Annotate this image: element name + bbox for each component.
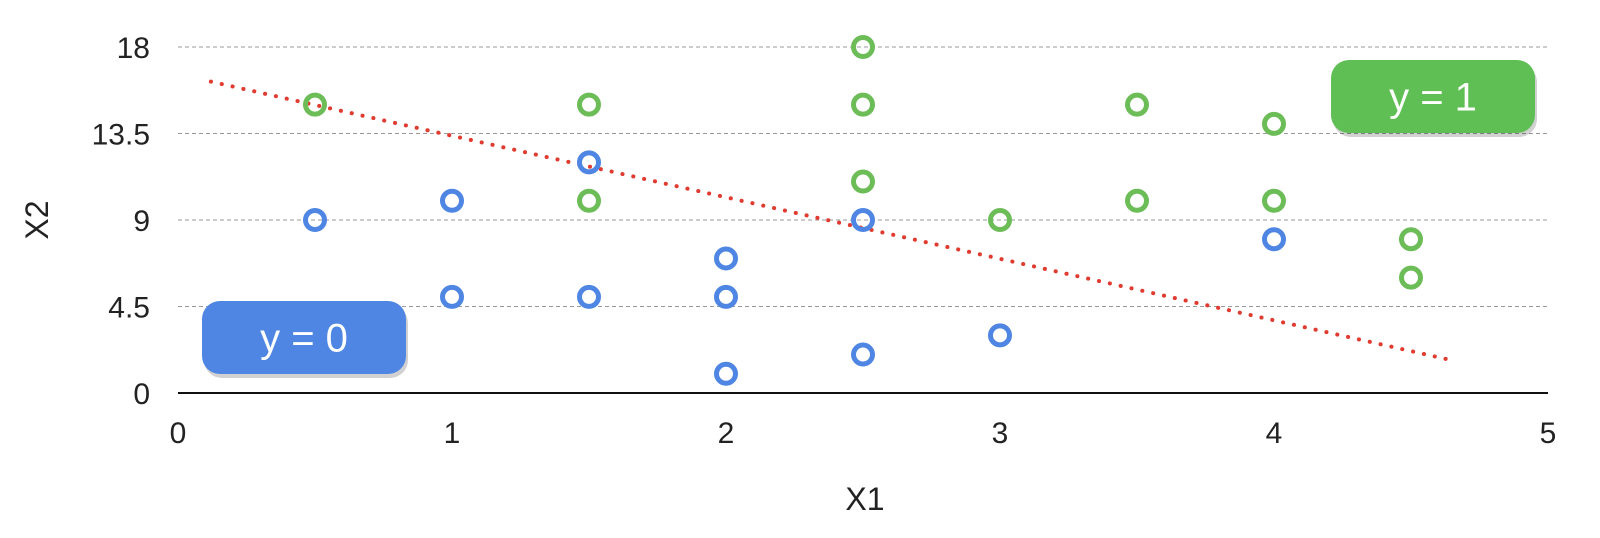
y-tick-label: 9 bbox=[133, 205, 150, 238]
data-point-class-1 bbox=[577, 188, 601, 213]
data-point-class-1 bbox=[303, 92, 327, 117]
data-point-class-1 bbox=[851, 169, 875, 194]
decision-boundary bbox=[208, 79, 1455, 363]
decision-boundary-line bbox=[208, 79, 1455, 363]
data-point-class-0 bbox=[988, 323, 1012, 348]
data-point-class-0 bbox=[1262, 227, 1286, 252]
legend-badge-y0: y = 0 bbox=[202, 301, 408, 378]
legend-badge-y1: y = 1 bbox=[1331, 60, 1537, 137]
data-point-class-0 bbox=[440, 188, 464, 213]
x-tick-label: 1 bbox=[444, 417, 461, 450]
data-point-class-0 bbox=[577, 284, 601, 309]
legend-badge-box bbox=[202, 301, 406, 374]
legend: y = 0 y = 1 bbox=[202, 60, 1537, 378]
axes: 0 4.5 9 13.5 18 0 1 2 3 4 5 X1 X2 bbox=[19, 32, 1556, 517]
data-point-class-1 bbox=[1262, 111, 1286, 136]
x-tick-label: 3 bbox=[992, 417, 1009, 450]
data-point-class-1 bbox=[988, 208, 1012, 232]
y-axis-title: X2 bbox=[19, 200, 55, 239]
data-point-class-1 bbox=[1399, 227, 1423, 252]
data-point-class-1 bbox=[851, 35, 875, 59]
grid-lines bbox=[178, 46, 1548, 307]
data-point-class-0 bbox=[440, 284, 464, 309]
data-point-class-0 bbox=[577, 150, 601, 175]
data-point-class-0 bbox=[714, 284, 738, 309]
data-point-class-1 bbox=[1125, 92, 1149, 117]
data-points bbox=[303, 35, 1423, 386]
legend-badge-box bbox=[1331, 60, 1535, 133]
data-point-class-0 bbox=[851, 342, 875, 367]
y-tick-label: 13.5 bbox=[92, 119, 150, 152]
x-tick-label: 2 bbox=[718, 417, 735, 450]
x-tick-label: 4 bbox=[1266, 417, 1283, 450]
data-point-class-1 bbox=[1125, 188, 1149, 213]
y-tick-label: 4.5 bbox=[108, 292, 150, 325]
data-point-class-0 bbox=[714, 361, 738, 386]
legend-label: y = 1 bbox=[1389, 76, 1477, 120]
x-axis-title: X1 bbox=[845, 481, 884, 517]
y-tick-label: 0 bbox=[133, 378, 150, 411]
x-tick-label: 5 bbox=[1540, 417, 1557, 450]
legend-label: y = 0 bbox=[260, 317, 348, 361]
x-tick-label: 0 bbox=[170, 417, 187, 450]
y-tick-label: 18 bbox=[117, 32, 150, 65]
data-point-class-0 bbox=[303, 208, 327, 232]
data-point-class-1 bbox=[1399, 265, 1423, 290]
data-point-class-0 bbox=[851, 208, 875, 232]
data-point-class-1 bbox=[577, 92, 601, 117]
data-point-class-1 bbox=[1262, 188, 1286, 213]
data-point-class-0 bbox=[714, 246, 738, 271]
data-point-class-1 bbox=[851, 92, 875, 117]
